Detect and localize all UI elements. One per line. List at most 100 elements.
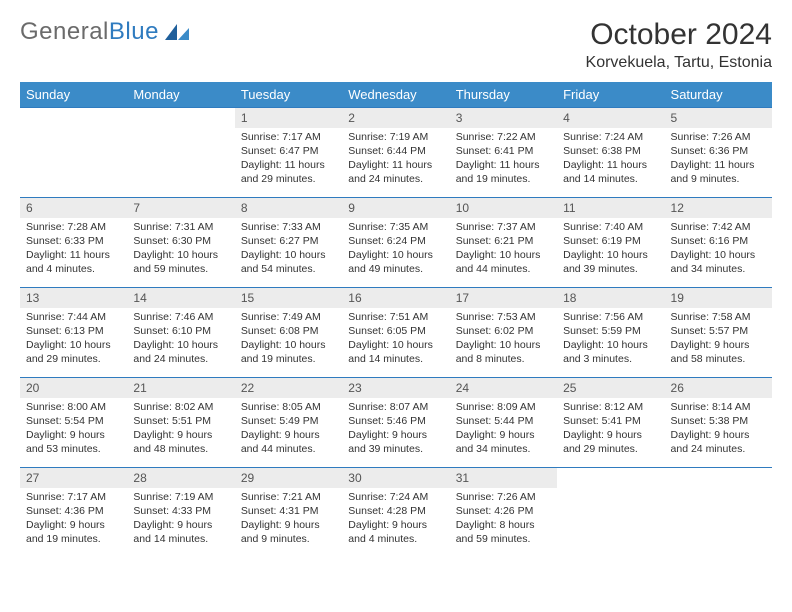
sunrise-text: Sunrise: 7:17 AM [26, 490, 121, 504]
daylight-text: Daylight: 9 hours and 39 minutes. [348, 428, 443, 456]
day-number: 8 [241, 201, 248, 215]
week-daynum-row: 20212223242526 [20, 378, 772, 398]
day-content-cell: Sunrise: 7:17 AMSunset: 6:47 PMDaylight:… [235, 128, 342, 198]
week-content-row: Sunrise: 7:17 AMSunset: 6:47 PMDaylight:… [20, 128, 772, 198]
sunrise-text: Sunrise: 7:58 AM [671, 310, 766, 324]
day-number-cell [665, 468, 772, 488]
day-header: Saturday [665, 82, 772, 108]
logo-text-blue: Blue [109, 18, 159, 46]
daylight-text: Daylight: 11 hours and 4 minutes. [26, 248, 121, 276]
sunset-text: Sunset: 6:16 PM [671, 234, 766, 248]
day-number: 13 [26, 291, 39, 305]
sunrise-text: Sunrise: 7:35 AM [348, 220, 443, 234]
day-number-cell: 28 [127, 468, 234, 488]
sunset-text: Sunset: 5:38 PM [671, 414, 766, 428]
day-number: 30 [348, 471, 361, 485]
sunset-text: Sunset: 6:44 PM [348, 144, 443, 158]
sunset-text: Sunset: 5:41 PM [563, 414, 658, 428]
day-number: 11 [563, 201, 575, 215]
day-number-cell: 3 [450, 108, 557, 128]
day-content-cell: Sunrise: 8:09 AMSunset: 5:44 PMDaylight:… [450, 398, 557, 468]
logo: GeneralBlue [20, 18, 191, 46]
sunset-text: Sunset: 4:31 PM [241, 504, 336, 518]
page-header: GeneralBlue October 2024 Korvekuela, Tar… [20, 18, 772, 72]
day-content-cell: Sunrise: 7:49 AMSunset: 6:08 PMDaylight:… [235, 308, 342, 378]
day-content-cell: Sunrise: 8:00 AMSunset: 5:54 PMDaylight:… [20, 398, 127, 468]
day-number: 18 [563, 291, 576, 305]
daylight-text: Daylight: 10 hours and 39 minutes. [563, 248, 658, 276]
day-content-cell: Sunrise: 7:51 AMSunset: 6:05 PMDaylight:… [342, 308, 449, 378]
sunset-text: Sunset: 6:10 PM [133, 324, 228, 338]
day-number-cell: 20 [20, 378, 127, 398]
day-number-cell: 30 [342, 468, 449, 488]
sunset-text: Sunset: 6:27 PM [241, 234, 336, 248]
daylight-text: Daylight: 11 hours and 29 minutes. [241, 158, 336, 186]
day-number-cell: 9 [342, 198, 449, 218]
daylight-text: Daylight: 11 hours and 9 minutes. [671, 158, 766, 186]
week-daynum-row: 13141516171819 [20, 288, 772, 308]
day-number-cell: 5 [665, 108, 772, 128]
week-daynum-row: 2728293031 [20, 468, 772, 488]
sunrise-text: Sunrise: 7:24 AM [563, 130, 658, 144]
day-content-cell: Sunrise: 7:33 AMSunset: 6:27 PMDaylight:… [235, 218, 342, 288]
day-content-cell: Sunrise: 7:31 AMSunset: 6:30 PMDaylight:… [127, 218, 234, 288]
day-content-cell: Sunrise: 7:46 AMSunset: 6:10 PMDaylight:… [127, 308, 234, 378]
day-content-cell: Sunrise: 7:17 AMSunset: 4:36 PMDaylight:… [20, 488, 127, 558]
day-number: 14 [133, 291, 146, 305]
day-number: 25 [563, 381, 576, 395]
daylight-text: Daylight: 9 hours and 14 minutes. [133, 518, 228, 546]
sunset-text: Sunset: 6:05 PM [348, 324, 443, 338]
sunset-text: Sunset: 6:13 PM [26, 324, 121, 338]
day-content-cell: Sunrise: 8:05 AMSunset: 5:49 PMDaylight:… [235, 398, 342, 468]
sunset-text: Sunset: 6:41 PM [456, 144, 551, 158]
day-number-cell: 25 [557, 378, 664, 398]
day-content-cell: Sunrise: 7:37 AMSunset: 6:21 PMDaylight:… [450, 218, 557, 288]
sunset-text: Sunset: 5:59 PM [563, 324, 658, 338]
day-number: 16 [348, 291, 361, 305]
sunrise-text: Sunrise: 7:28 AM [26, 220, 121, 234]
day-header: Thursday [450, 82, 557, 108]
daylight-text: Daylight: 9 hours and 9 minutes. [241, 518, 336, 546]
day-number-cell: 16 [342, 288, 449, 308]
sunrise-text: Sunrise: 7:40 AM [563, 220, 658, 234]
day-content-cell [20, 128, 127, 198]
sunset-text: Sunset: 6:36 PM [671, 144, 766, 158]
day-number: 29 [241, 471, 254, 485]
sunrise-text: Sunrise: 7:49 AM [241, 310, 336, 324]
sunset-text: Sunset: 6:08 PM [241, 324, 336, 338]
day-number: 20 [26, 381, 39, 395]
sunrise-text: Sunrise: 7:24 AM [348, 490, 443, 504]
sunrise-text: Sunrise: 8:12 AM [563, 400, 658, 414]
day-number-cell [127, 108, 234, 128]
daylight-text: Daylight: 9 hours and 58 minutes. [671, 338, 766, 366]
week-content-row: Sunrise: 8:00 AMSunset: 5:54 PMDaylight:… [20, 398, 772, 468]
sunset-text: Sunset: 4:26 PM [456, 504, 551, 518]
day-number-cell: 12 [665, 198, 772, 218]
sunset-text: Sunset: 5:54 PM [26, 414, 121, 428]
day-content-cell: Sunrise: 7:28 AMSunset: 6:33 PMDaylight:… [20, 218, 127, 288]
day-content-cell: Sunrise: 7:26 AMSunset: 6:36 PMDaylight:… [665, 128, 772, 198]
day-number-cell: 26 [665, 378, 772, 398]
day-content-cell: Sunrise: 8:07 AMSunset: 5:46 PMDaylight:… [342, 398, 449, 468]
day-content-cell: Sunrise: 8:12 AMSunset: 5:41 PMDaylight:… [557, 398, 664, 468]
sunset-text: Sunset: 6:21 PM [456, 234, 551, 248]
daylight-text: Daylight: 9 hours and 53 minutes. [26, 428, 121, 456]
daylight-text: Daylight: 8 hours and 59 minutes. [456, 518, 551, 546]
sunset-text: Sunset: 5:44 PM [456, 414, 551, 428]
day-number: 3 [456, 111, 463, 125]
day-content-cell: Sunrise: 7:35 AMSunset: 6:24 PMDaylight:… [342, 218, 449, 288]
sunrise-text: Sunrise: 7:26 AM [671, 130, 766, 144]
sunrise-text: Sunrise: 8:07 AM [348, 400, 443, 414]
day-number: 24 [456, 381, 469, 395]
daylight-text: Daylight: 9 hours and 19 minutes. [26, 518, 121, 546]
daylight-text: Daylight: 10 hours and 44 minutes. [456, 248, 551, 276]
sunrise-text: Sunrise: 7:44 AM [26, 310, 121, 324]
sunrise-text: Sunrise: 8:14 AM [671, 400, 766, 414]
week-daynum-row: 12345 [20, 108, 772, 128]
day-content-cell: Sunrise: 7:19 AMSunset: 4:33 PMDaylight:… [127, 488, 234, 558]
sunrise-text: Sunrise: 7:46 AM [133, 310, 228, 324]
month-title: October 2024 [586, 18, 772, 52]
day-number: 28 [133, 471, 146, 485]
day-number-cell: 21 [127, 378, 234, 398]
daylight-text: Daylight: 11 hours and 24 minutes. [348, 158, 443, 186]
